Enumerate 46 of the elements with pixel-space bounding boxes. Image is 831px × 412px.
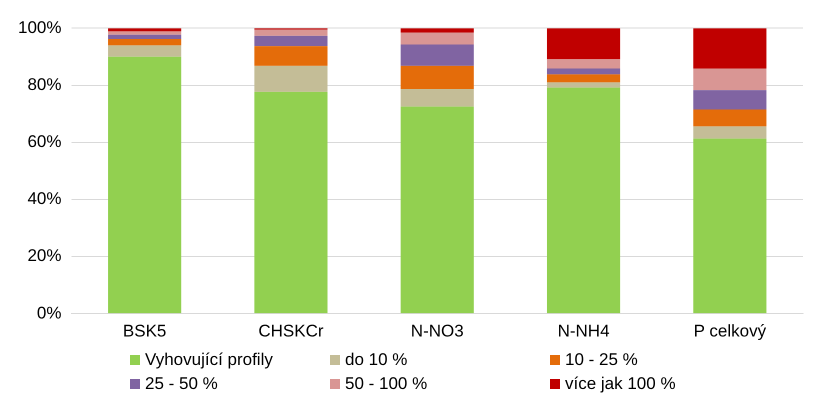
- bar: [546, 59, 620, 68]
- bar: [400, 32, 474, 44]
- legend-label: 50 - 100 %: [345, 374, 428, 394]
- bar: [108, 45, 182, 57]
- bar: [693, 138, 766, 314]
- legend-label: 10 - 25 %: [565, 350, 638, 370]
- bar: [254, 66, 328, 92]
- bar: [108, 28, 182, 32]
- bar: [254, 30, 328, 36]
- bar: [400, 44, 474, 66]
- x-tick-label: BSK5: [122, 321, 166, 340]
- bar: [400, 28, 474, 32]
- bar: [546, 68, 620, 74]
- bar: [546, 88, 620, 314]
- bar: [108, 56, 182, 314]
- bar: [108, 31, 182, 35]
- y-tick-label: 40%: [27, 189, 62, 208]
- bar: [546, 82, 620, 88]
- bar: [254, 46, 328, 66]
- y-tick-label: 100%: [18, 18, 62, 37]
- bar: [400, 88, 474, 107]
- y-tick-label: 60%: [27, 132, 62, 152]
- bar: [693, 28, 766, 68]
- x-tick-label: N-NO3: [410, 321, 464, 340]
- bar: [108, 34, 182, 40]
- bar: [693, 126, 766, 139]
- bar: [400, 106, 474, 314]
- y-tick-label: 0%: [36, 303, 62, 322]
- legend-label: 25 - 50 %: [145, 374, 218, 394]
- x-tick-label: N-NH4: [558, 321, 610, 340]
- y-tick-label: 80%: [27, 74, 62, 94]
- legend-label: do 10 %: [345, 350, 408, 370]
- legend-label: Vyhovující profily: [145, 350, 273, 370]
- y-tick-label: 20%: [27, 246, 62, 266]
- bar: [693, 68, 766, 90]
- x-tick-label: P celkový: [694, 321, 767, 340]
- bar: [254, 92, 328, 314]
- bar: [400, 66, 474, 89]
- bar: [693, 90, 766, 110]
- bar: [254, 36, 328, 46]
- bar: [693, 110, 766, 126]
- bar: [546, 74, 620, 82]
- bar: [108, 39, 182, 46]
- bar: [546, 28, 620, 60]
- x-tick-label: CHSKCr: [258, 321, 324, 340]
- legend-label: více jak 100 %: [565, 374, 676, 394]
